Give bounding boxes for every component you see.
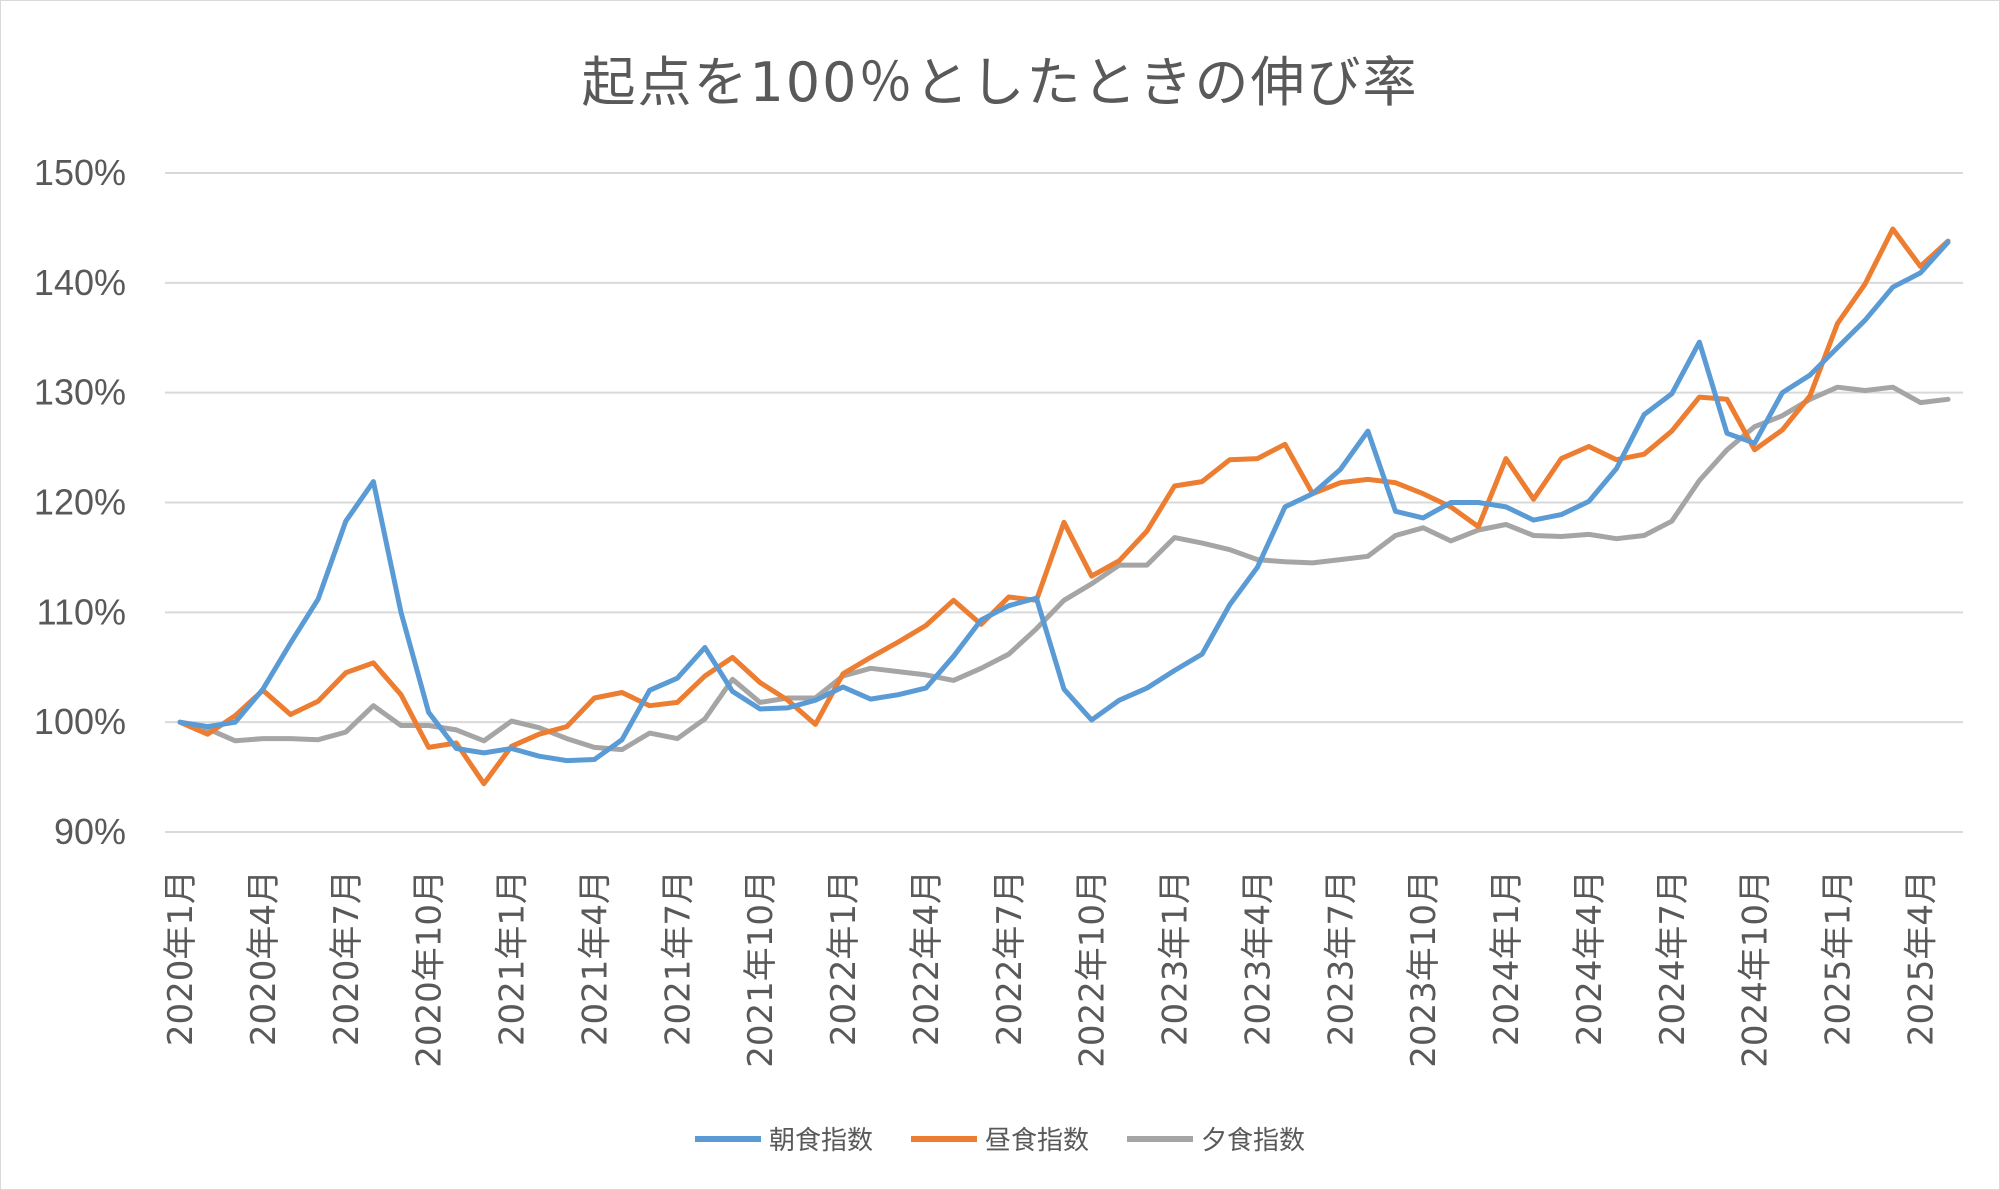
gridlines xyxy=(165,172,1963,833)
series-line xyxy=(177,226,1951,787)
x-tick-label: 2020年7月 xyxy=(327,870,367,1046)
x-tick-label: 2022年1月 xyxy=(824,870,864,1046)
x-tick-label: 2025年1月 xyxy=(1819,870,1859,1046)
x-tick-label: 2021年7月 xyxy=(658,870,698,1046)
x-tick-label: 2021年1月 xyxy=(493,870,533,1046)
y-tick-label: 150% xyxy=(34,152,126,193)
y-tick-label: 90% xyxy=(54,811,126,852)
legend-item: 昼食指数 xyxy=(910,1120,1089,1157)
x-axis-ticks: 2020年1月 2020年4月 2020年7月 2020年10月 2021年1月 2021… xyxy=(161,870,1941,1068)
legend-item: 朝食指数 xyxy=(694,1120,873,1157)
x-tick-label: 2024年4月 xyxy=(1570,870,1610,1046)
x-tick-label: 2024年10月 xyxy=(1736,870,1776,1068)
x-tick-label: 2020年1月 xyxy=(161,870,201,1046)
x-tick-label: 2023年4月 xyxy=(1238,870,1278,1046)
chart-title: 起点を100％としたときの伸び率 xyxy=(581,51,1419,114)
legend-swatch xyxy=(694,1135,761,1142)
x-tick-label: 2020年4月 xyxy=(244,870,284,1046)
series-line xyxy=(177,384,1951,753)
legend-label: 朝食指数 xyxy=(768,1126,873,1156)
x-tick-label: 2022年4月 xyxy=(907,870,947,1046)
x-tick-label: 2021年10月 xyxy=(741,870,781,1068)
x-tick-label: 2020年10月 xyxy=(410,870,450,1068)
x-tick-label: 2022年10月 xyxy=(1073,870,1113,1068)
legend-item: 夕食指数 xyxy=(1127,1120,1305,1157)
y-tick-label: 130% xyxy=(34,372,126,413)
y-axis-ticks: 90% 100% 110% 120% 130% 140% 150% xyxy=(34,152,126,852)
legend: 朝食指数 昼食指数 夕食指数 xyxy=(0,1120,2000,1157)
legend-swatch xyxy=(910,1135,977,1142)
x-tick-label: 2021年4月 xyxy=(575,870,615,1046)
y-tick-label: 100% xyxy=(34,701,126,742)
y-tick-label: 140% xyxy=(34,262,126,303)
x-tick-label: 2025年4月 xyxy=(1901,870,1941,1046)
x-tick-label: 2022年7月 xyxy=(990,870,1030,1046)
legend-label: 昼食指数 xyxy=(984,1126,1089,1156)
x-tick-label: 2024年1月 xyxy=(1487,870,1527,1046)
legend-swatch xyxy=(1127,1135,1193,1142)
x-tick-label: 2024年7月 xyxy=(1653,870,1693,1046)
legend-label: 夕食指数 xyxy=(1201,1126,1306,1156)
series-line xyxy=(177,239,1951,764)
x-tick-label: 2023年7月 xyxy=(1321,870,1361,1046)
series-lines xyxy=(177,226,1951,787)
x-tick-label: 2023年10月 xyxy=(1404,870,1444,1068)
x-tick-label: 2023年1月 xyxy=(1156,870,1196,1046)
y-tick-label: 120% xyxy=(34,482,126,523)
y-tick-label: 110% xyxy=(37,591,126,632)
